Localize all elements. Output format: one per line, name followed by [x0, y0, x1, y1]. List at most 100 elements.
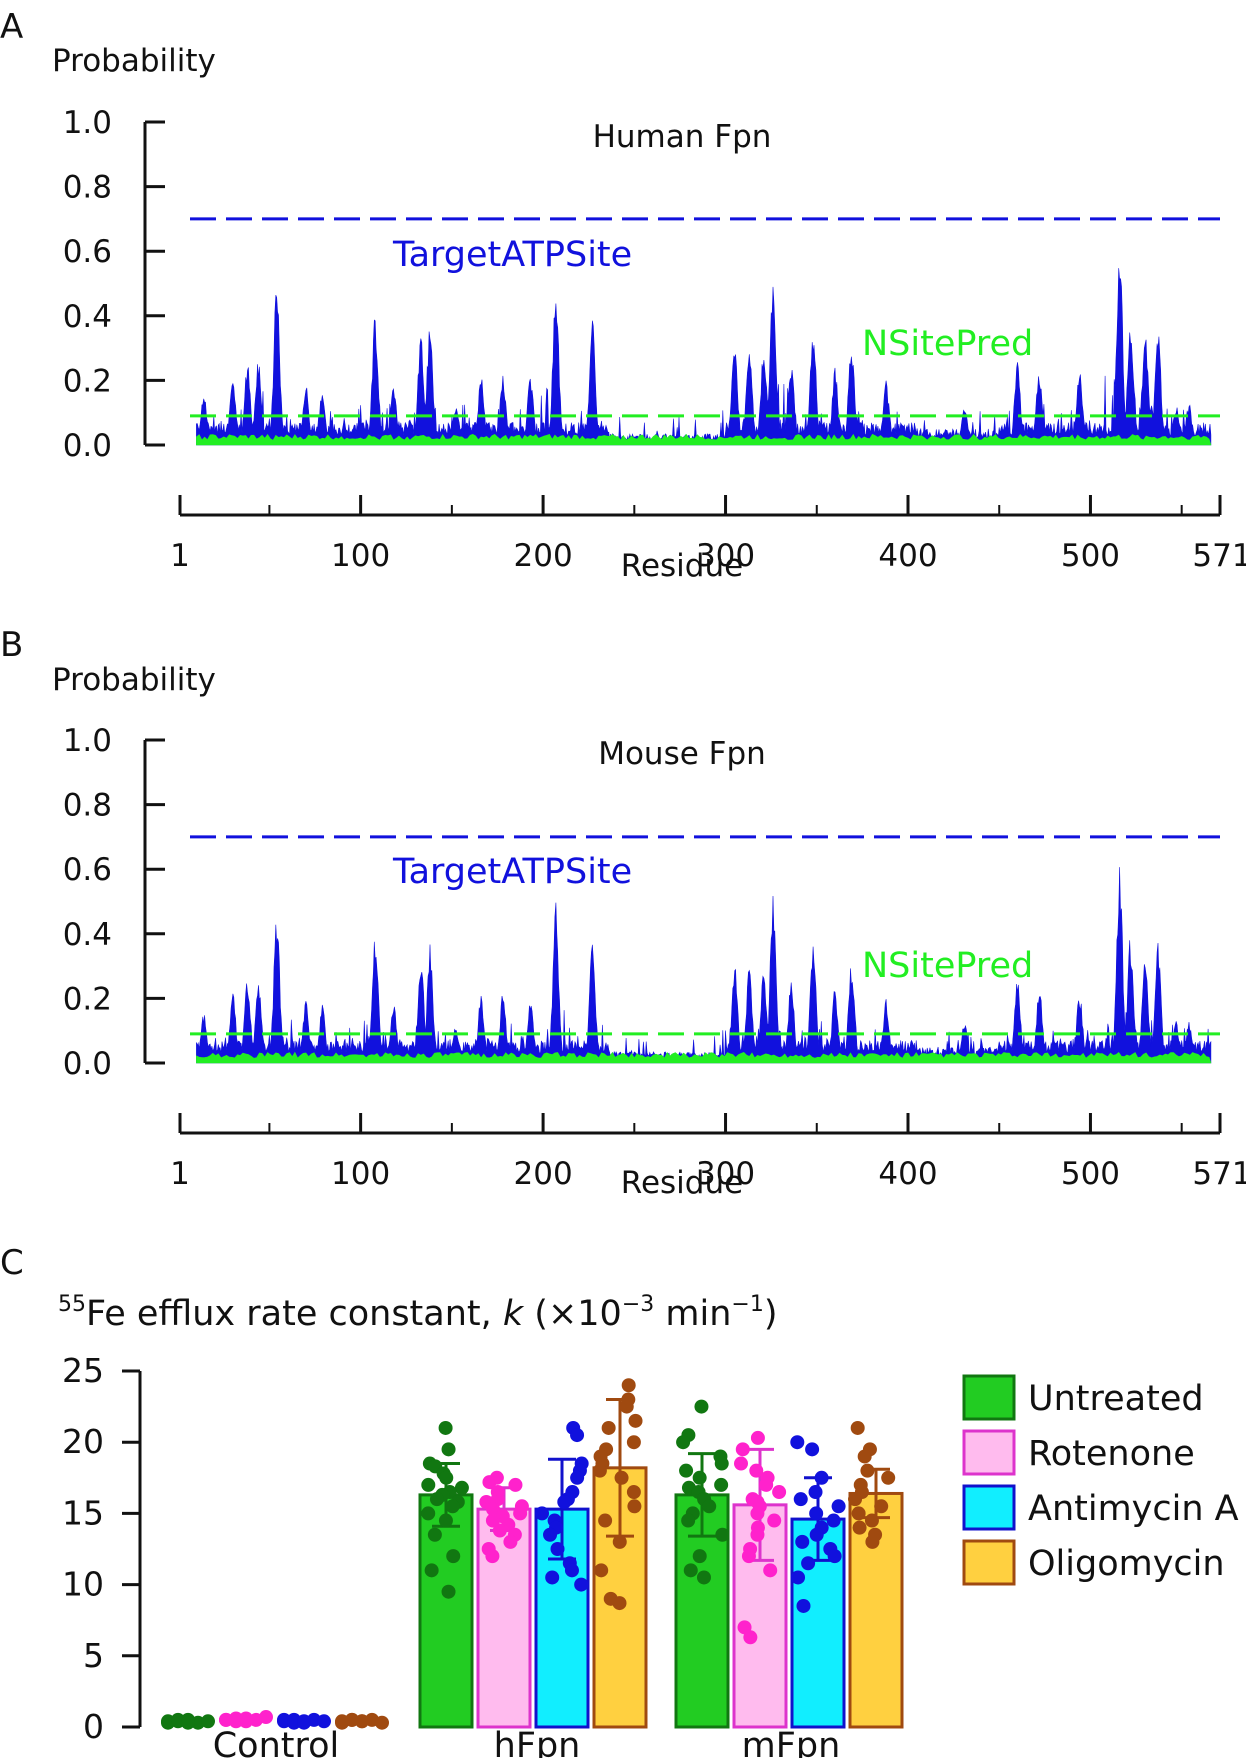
- panel-a: A Probability Human Fpn 0.0 0.2 0.4 0.6 0.8 1…: [0, 7, 1246, 584]
- data-point: [574, 1577, 589, 1592]
- data-point: [692, 1549, 707, 1564]
- data-point: [592, 1463, 607, 1478]
- legend-swatch-rotenone: [962, 1429, 1016, 1476]
- data-point: [545, 1570, 560, 1585]
- data-point: [427, 1527, 442, 1542]
- data-point: [865, 1534, 880, 1549]
- y-tick-label-a: 0.2: [63, 363, 112, 399]
- data-point: [741, 1549, 756, 1564]
- data-point: [681, 1513, 696, 1528]
- x-tick-label-a: 500: [1061, 538, 1120, 574]
- data-point: [851, 1506, 866, 1521]
- data-point: [550, 1542, 565, 1556]
- y-tick-label-a: 0.8: [63, 170, 112, 206]
- category-label-hfpn: hFpn: [494, 1726, 581, 1758]
- data-point: [486, 1502, 501, 1517]
- data-point: [801, 1556, 816, 1571]
- y-axis-label-a: Probability: [52, 43, 216, 79]
- data-point: [750, 1430, 765, 1445]
- ylabel-superscript-minus1: −1: [731, 1292, 763, 1317]
- data-point: [735, 1442, 750, 1457]
- axes-a: 0.0 0.2 0.4 0.6 0.8 1.0 1 100 200 300 400 500 571: [63, 105, 1246, 574]
- ylabel-k: k: [503, 1294, 525, 1334]
- x-tick-label-b: 300: [696, 1156, 755, 1192]
- data-point: [702, 1499, 717, 1514]
- ylabel-superscript-minus3: −3: [622, 1292, 654, 1317]
- data-point: [503, 1534, 518, 1549]
- data-point: [239, 1711, 253, 1726]
- data-point: [421, 1477, 436, 1492]
- bar-plot: [161, 1378, 904, 1730]
- x-tick-label-a: 200: [514, 538, 573, 574]
- data-point: [827, 1549, 842, 1564]
- targetatpsite-area-a: [196, 268, 1212, 446]
- data-point: [679, 1463, 694, 1478]
- x-tick-label-a: 300: [696, 538, 755, 574]
- data-point: [441, 1584, 456, 1599]
- y-axis-label-c: 55Fe efflux rate constant, k (×10−3 min−…: [58, 1292, 778, 1334]
- x-axis-label-b: Residue: [621, 1165, 743, 1201]
- category-label-control: Control: [213, 1726, 340, 1758]
- panel-letter-b: B: [0, 625, 23, 665]
- data-point: [601, 1420, 616, 1435]
- data-point: [696, 1570, 711, 1585]
- plot-area-b: [190, 835, 1220, 1064]
- y-tick-label-b: 0.4: [63, 917, 112, 953]
- bar-rotenone-hfpn: [476, 1507, 532, 1729]
- y-tick-label-b: 0.2: [63, 981, 112, 1017]
- y-tick-label-c: 10: [62, 1565, 104, 1604]
- data-point: [796, 1598, 811, 1613]
- ylabel-times-ten: (×10: [523, 1294, 622, 1334]
- data-point: [543, 1527, 558, 1542]
- x-tick-label-a: 571: [1192, 538, 1246, 574]
- x-tick-label-b: 1: [170, 1156, 190, 1192]
- series-label-targetatpsite-b: TargetATPSite: [392, 852, 632, 892]
- data-point: [594, 1563, 609, 1578]
- axes-c: 0 5 10 15 20 25 Control hFpn mFpn: [62, 1351, 840, 1758]
- data-point: [317, 1714, 331, 1729]
- axes-b: 0.0 0.2 0.4 0.6 0.8 1.0 1 100 200 300 400 500 571: [63, 723, 1246, 1192]
- data-point: [791, 1570, 806, 1585]
- data-point: [714, 1456, 729, 1471]
- panel-letter-a: A: [0, 7, 23, 47]
- data-point: [421, 1506, 436, 1521]
- x-tick-label-b: 100: [331, 1156, 390, 1192]
- data-point: [598, 1513, 613, 1528]
- data-point: [201, 1714, 215, 1729]
- data-point: [535, 1506, 550, 1521]
- y-tick-label-c: 20: [62, 1422, 104, 1461]
- y-tick-label-a: 0.6: [63, 234, 112, 270]
- plot-area-a: [190, 217, 1220, 446]
- data-point: [628, 1413, 643, 1428]
- series-label-nsitepred-b: NSitePred: [862, 946, 1033, 986]
- data-point: [564, 1563, 579, 1578]
- x-tick-label-b: 200: [514, 1156, 573, 1192]
- data-point: [694, 1399, 709, 1414]
- data-point: [808, 1485, 823, 1500]
- data-point: [809, 1506, 824, 1521]
- data-point: [750, 1506, 765, 1521]
- legend-swatch-oligomycin: [962, 1539, 1016, 1586]
- ylabel-superscript-55: 55: [58, 1292, 86, 1317]
- data-point: [508, 1477, 523, 1492]
- data-point: [874, 1499, 889, 1514]
- data-point: [793, 1492, 808, 1507]
- y-tick-label-b: 0.6: [63, 852, 112, 888]
- nsitepred-area-a: [196, 433, 1212, 446]
- data-point: [734, 1456, 749, 1471]
- y-tick-label-c: 25: [62, 1351, 104, 1390]
- nsitepred-area-b: [196, 1051, 1212, 1064]
- data-point: [570, 1470, 585, 1485]
- data-point: [612, 1596, 627, 1611]
- data-point: [881, 1470, 896, 1485]
- y-tick-label-a: 1.0: [63, 105, 112, 141]
- data-point: [772, 1485, 787, 1500]
- data-point: [438, 1420, 453, 1435]
- data-point: [683, 1563, 698, 1578]
- y-tick-label-b: 0.0: [63, 1046, 112, 1082]
- data-point: [375, 1715, 389, 1730]
- data-point: [692, 1470, 707, 1485]
- legend-swatch-untreated: [962, 1374, 1016, 1421]
- ylabel-text-main: Fe efflux rate constant,: [86, 1294, 503, 1334]
- data-point: [750, 1527, 765, 1542]
